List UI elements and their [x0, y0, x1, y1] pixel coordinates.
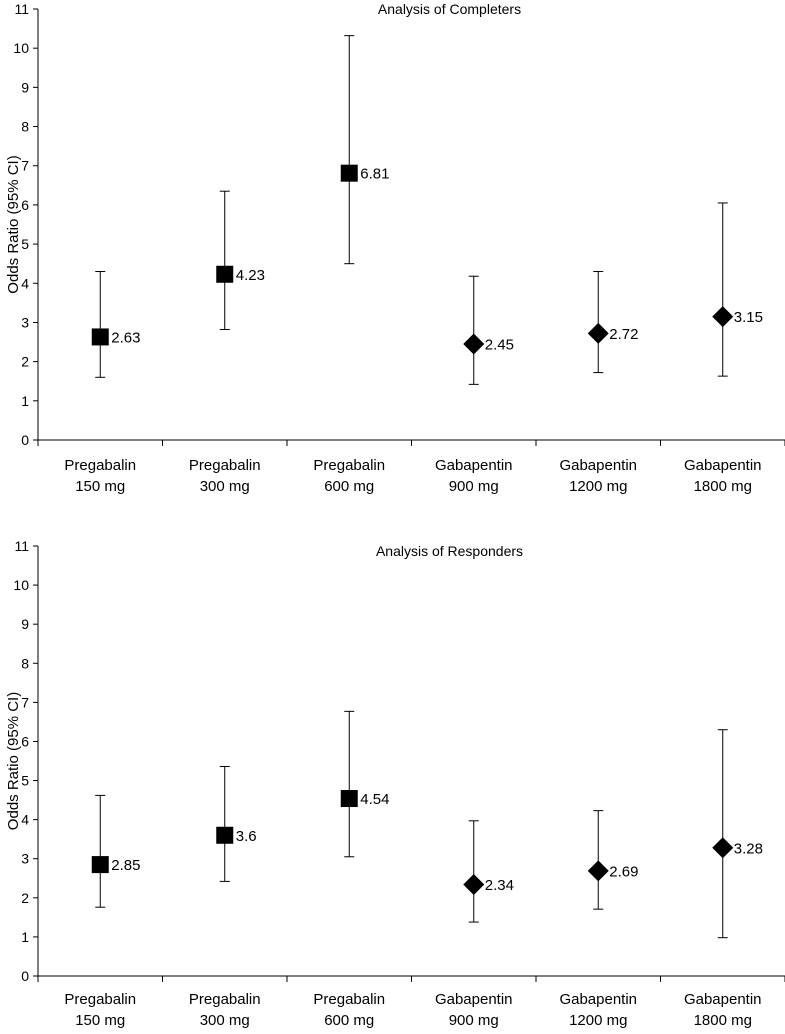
x-category-label-line2: 300 mg	[200, 478, 250, 495]
y-tick-label: 9	[21, 616, 29, 632]
x-category-label-line1: Pregabalin	[64, 457, 136, 474]
data-point-diamond	[712, 837, 734, 859]
x-category-label-line1: Gabapentin	[435, 991, 513, 1008]
x-category-label-line2: 1200 mg	[569, 1012, 627, 1029]
data-point-diamond	[463, 333, 485, 355]
data-point-diamond	[712, 306, 734, 328]
x-category-label-line1: Pregabalin	[313, 991, 385, 1008]
x-category-label-line2: 150 mg	[75, 1012, 125, 1029]
x-category-label-line1: Gabapentin	[684, 457, 762, 474]
y-tick-label: 5	[21, 773, 29, 789]
data-value-label: 4.54	[360, 791, 389, 808]
data-value-label: 2.72	[609, 326, 638, 343]
data-value-label: 2.85	[111, 857, 140, 874]
data-point-diamond	[587, 322, 609, 344]
data-point-diamond	[463, 874, 485, 896]
y-tick-label: 1	[21, 929, 29, 945]
x-category-label-line2: 150 mg	[75, 478, 125, 495]
data-point-square	[216, 265, 234, 283]
x-category-label-line1: Pregabalin	[189, 457, 261, 474]
data-point-square	[91, 856, 109, 874]
x-category-label-line1: Gabapentin	[684, 991, 762, 1008]
data-value-label: 3.15	[734, 309, 763, 326]
chart-title: Analysis of Completers	[378, 1, 521, 17]
x-category-label-line2: 600 mg	[324, 478, 374, 495]
chart-panel-2: Analysis of Responders Odds Ratio (95% CI…	[5, 538, 785, 1029]
data-value-label: 3.28	[734, 840, 763, 857]
x-category-label-line2: 1800 mg	[694, 1012, 752, 1029]
data-value-label: 2.45	[485, 337, 514, 354]
data-value-label: 2.34	[485, 877, 514, 894]
x-category-label-line2: 1800 mg	[694, 478, 752, 495]
x-category-label-line2: 900 mg	[449, 1012, 499, 1029]
x-category-label-line1: Gabapentin	[435, 457, 513, 474]
y-tick-label: 1	[21, 393, 29, 409]
y-tick-label: 0	[21, 432, 29, 448]
chart-title: Analysis of Responders	[376, 543, 523, 559]
y-tick-label: 4	[21, 812, 29, 828]
x-category-label-line2: 600 mg	[324, 1012, 374, 1029]
y-tick-label: 2	[21, 890, 29, 906]
data-point-square	[340, 164, 358, 182]
data-value-label: 2.69	[609, 863, 638, 880]
x-category-label-line1: Pregabalin	[313, 457, 385, 474]
x-category-label-line1: Gabapentin	[559, 457, 637, 474]
data-value-label: 2.63	[111, 329, 140, 346]
y-tick-label: 10	[13, 577, 29, 593]
y-tick-label: 8	[21, 655, 29, 671]
data-value-label: 4.23	[236, 267, 265, 284]
data-value-label: 3.6	[236, 828, 257, 845]
y-tick-label: 9	[21, 79, 29, 95]
y-tick-label: 2	[21, 354, 29, 370]
y-tick-label: 11	[14, 538, 29, 554]
x-category-label-line1: Pregabalin	[189, 991, 261, 1008]
y-tick-label: 7	[21, 158, 29, 174]
y-tick-label: 4	[21, 275, 29, 291]
y-tick-label: 0	[21, 968, 29, 984]
y-axis-label: Odds Ratio (95% CI)	[5, 155, 22, 293]
x-category-label-line2: 1200 mg	[569, 478, 627, 495]
data-value-label: 6.81	[360, 166, 389, 183]
y-tick-label: 8	[21, 119, 29, 135]
x-category-label-line2: 900 mg	[449, 478, 499, 495]
y-tick-label: 10	[13, 40, 29, 56]
x-category-label-line1: Gabapentin	[559, 991, 637, 1008]
y-tick-label: 11	[14, 1, 29, 17]
y-tick-label: 3	[21, 851, 29, 867]
y-tick-label: 6	[21, 733, 29, 749]
y-tick-label: 3	[21, 314, 29, 330]
x-category-label-line2: 300 mg	[200, 1012, 250, 1029]
y-axis-label: Odds Ratio (95% CI)	[5, 692, 22, 830]
chart-panel-1: Analysis of Completers Odds Ratio (95% CI…	[5, 1, 785, 495]
y-tick-label: 5	[21, 236, 29, 252]
y-tick-label: 7	[21, 694, 29, 710]
data-point-square	[216, 826, 234, 844]
data-point-diamond	[587, 860, 609, 882]
data-point-square	[91, 328, 109, 346]
data-point-square	[340, 790, 358, 808]
x-category-label-line1: Pregabalin	[64, 991, 136, 1008]
y-tick-label: 6	[21, 197, 29, 213]
